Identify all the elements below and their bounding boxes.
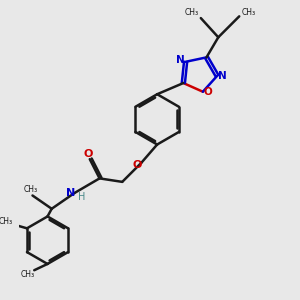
Text: N: N xyxy=(66,188,75,198)
Text: O: O xyxy=(204,87,212,98)
Text: H: H xyxy=(78,191,86,202)
Text: CH₃: CH₃ xyxy=(0,217,12,226)
Text: O: O xyxy=(83,149,93,159)
Text: N: N xyxy=(218,71,227,81)
Text: CH₃: CH₃ xyxy=(20,270,34,279)
Text: CH₃: CH₃ xyxy=(185,8,199,17)
Text: N: N xyxy=(176,55,184,65)
Text: CH₃: CH₃ xyxy=(24,185,38,194)
Text: CH₃: CH₃ xyxy=(242,8,256,16)
Text: O: O xyxy=(133,160,142,170)
